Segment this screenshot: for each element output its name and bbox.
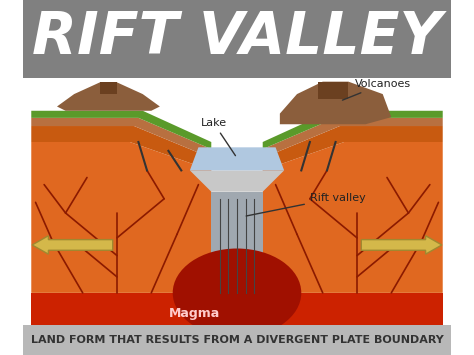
Polygon shape [31,142,211,293]
Text: LAND FORM THAT RESULTS FROM A DIVERGENT PLATE BOUNDARY: LAND FORM THAT RESULTS FROM A DIVERGENT … [31,335,443,345]
Polygon shape [263,126,443,170]
Polygon shape [23,325,451,355]
FancyArrow shape [361,236,442,254]
Polygon shape [319,82,348,99]
Polygon shape [57,82,160,111]
Polygon shape [23,0,451,78]
Polygon shape [211,192,263,293]
Polygon shape [190,170,284,192]
Polygon shape [100,82,117,94]
Polygon shape [263,111,443,149]
Text: RIFT VALLEY: RIFT VALLEY [32,9,442,66]
Text: Volcanoes: Volcanoes [342,79,411,100]
Polygon shape [263,142,443,293]
Polygon shape [280,82,392,124]
Polygon shape [23,78,451,325]
Polygon shape [31,293,443,325]
Text: Magma: Magma [168,307,219,320]
Polygon shape [31,111,211,149]
FancyArrow shape [32,236,113,254]
Polygon shape [31,126,211,170]
Polygon shape [190,147,284,170]
Polygon shape [31,118,211,158]
Text: Lake: Lake [201,118,236,155]
Text: Rift valley: Rift valley [246,192,365,216]
Polygon shape [263,118,443,158]
Ellipse shape [173,248,301,337]
